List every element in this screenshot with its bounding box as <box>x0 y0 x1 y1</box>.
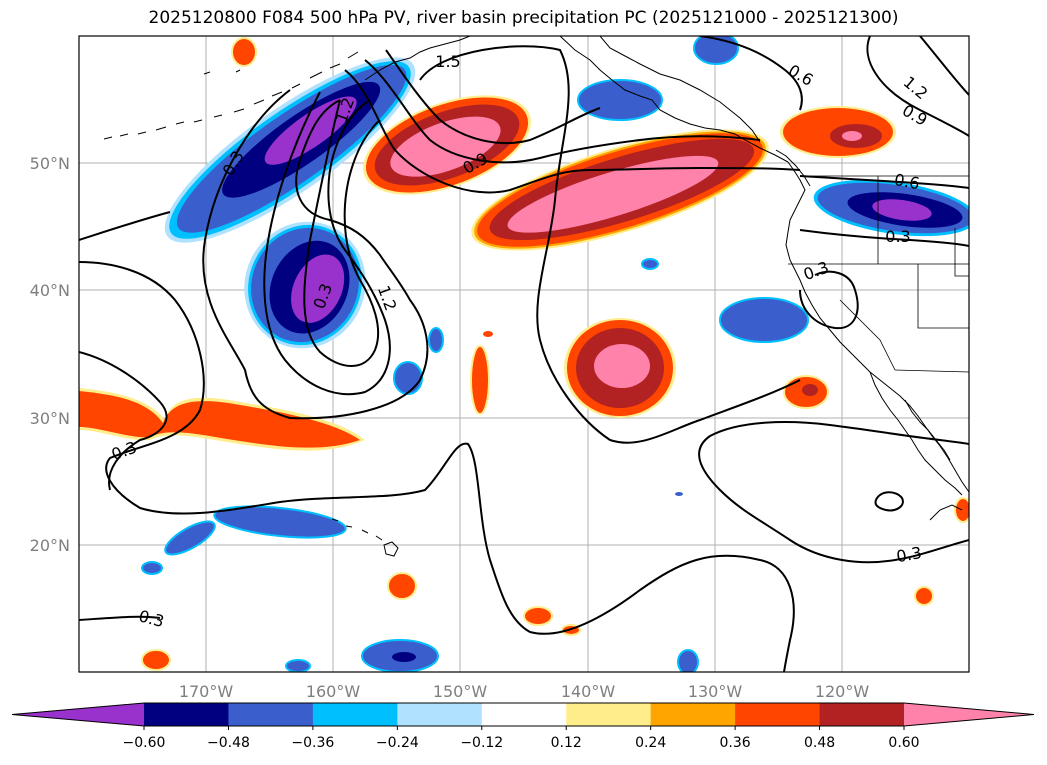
blob-small-negative <box>428 327 444 353</box>
colorbar-segment <box>481 703 567 726</box>
lon-label: 170°W <box>179 682 234 701</box>
blob-small-negative <box>392 652 416 662</box>
pv-contours <box>79 36 969 672</box>
map-panel: 1.5 0.6 1.2 0.9 0.3 1.2 0.9 0.6 0.3 0.3 … <box>79 36 969 672</box>
lon-label: 150°W <box>433 682 488 701</box>
lat-label: 20°N <box>30 536 70 555</box>
blob-small-negative <box>577 79 663 121</box>
colorbar-segment <box>228 703 314 726</box>
borders <box>788 175 969 373</box>
blob-west-band-positive <box>79 388 365 451</box>
colorbar: −0.60 −0.48 −0.36 −0.24 −0.12 0.12 0.24 0.36 0.4… <box>11 702 1035 751</box>
lon-label: 140°W <box>561 682 616 701</box>
blob-small-negative <box>393 361 423 395</box>
positive-anomaly-blobs <box>79 37 969 671</box>
colorbar-tick-label: −0.12 <box>460 735 503 751</box>
blob-subtropical-positive <box>564 318 676 418</box>
negative-anomaly-blobs <box>141 36 969 672</box>
colorbar-segment <box>312 703 398 726</box>
lat-label: 40°N <box>30 281 70 300</box>
blob-small-negative <box>677 649 699 672</box>
colorbar-segment <box>397 703 483 726</box>
colorbar-segment <box>735 703 821 726</box>
colorbar-tick-label: −0.36 <box>291 735 334 751</box>
blob-northwest-negative <box>164 57 416 243</box>
contour-label: 0.6 <box>893 170 921 193</box>
blob-small-negative <box>719 297 809 343</box>
lon-label: 120°W <box>815 682 870 701</box>
blob-small-negative <box>141 561 163 575</box>
colorbar-tick-label: −0.48 <box>207 735 250 751</box>
latitude-labels: 50°N 40°N 30°N 20°N <box>30 154 70 555</box>
lat-label: 30°N <box>30 409 70 428</box>
colorbar-segment <box>144 703 229 726</box>
map-frame <box>78 35 970 673</box>
blob-small-positive <box>954 497 969 523</box>
blob-small-negative <box>213 505 347 539</box>
blob-small-negative <box>164 520 216 556</box>
colorbar-tick-label: −0.60 <box>123 735 166 751</box>
colorbar-tick-label: 0.48 <box>804 735 835 751</box>
blob-small-negative <box>285 659 311 672</box>
blob-small-negative <box>675 492 683 496</box>
blob-canada-positive <box>780 106 896 158</box>
contour-label: 1.5 <box>435 52 460 71</box>
blob-small-negative <box>693 36 739 65</box>
lon-label: 160°W <box>306 682 361 701</box>
blob-pacific-northwest-negative <box>813 179 969 237</box>
blob-small-positive <box>470 345 490 415</box>
blob-small-positive <box>141 649 171 671</box>
colorbar-segment <box>650 703 736 726</box>
contour-label: 0.3 <box>895 543 923 566</box>
colorbar-tick-label: −0.24 <box>376 735 419 751</box>
blob-small-positive <box>231 37 257 67</box>
colorbar-tick-label: 0.24 <box>635 735 666 751</box>
colorbar-extend-min <box>12 703 144 726</box>
colorbar-tick-label: 0.12 <box>551 735 582 751</box>
colorbar-segment <box>819 703 905 726</box>
blob-small-negative <box>641 258 659 270</box>
blob-small-positive <box>523 606 553 626</box>
blob-small-positive <box>914 586 934 606</box>
lon-label: 130°W <box>688 682 743 701</box>
coastlines <box>103 36 969 557</box>
map-title: 2025120800 F084 500 hPa PV, river basin … <box>148 8 899 28</box>
colorbar-segment <box>566 703 652 726</box>
colorbar-extend-max <box>904 703 1034 726</box>
blob-northeast-pacific-positive <box>471 129 769 251</box>
lat-label: 50°N <box>30 154 70 173</box>
colorbar-tick-label: 0.60 <box>888 735 919 751</box>
blob-small-positive <box>387 572 417 600</box>
longitude-labels: 170°W 160°W 150°W 140°W 130°W 120°W <box>179 682 870 701</box>
blob-small-positive <box>802 384 818 396</box>
blob-small-positive <box>483 331 493 337</box>
contour-label: 0.3 <box>885 227 910 246</box>
colorbar-tick-label: 0.36 <box>720 735 751 751</box>
